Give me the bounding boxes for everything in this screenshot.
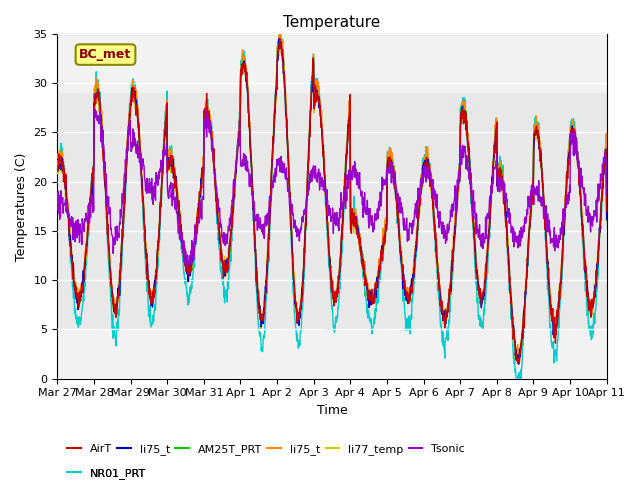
Legend: NR01_PRT: NR01_PRT (63, 464, 150, 480)
Title: Temperature: Temperature (284, 15, 381, 30)
Text: BC_met: BC_met (79, 48, 132, 61)
Bar (58, 93, 607, 329)
Y-axis label: Temperatures (C): Temperatures (C) (15, 152, 28, 261)
X-axis label: Time: Time (317, 404, 348, 417)
